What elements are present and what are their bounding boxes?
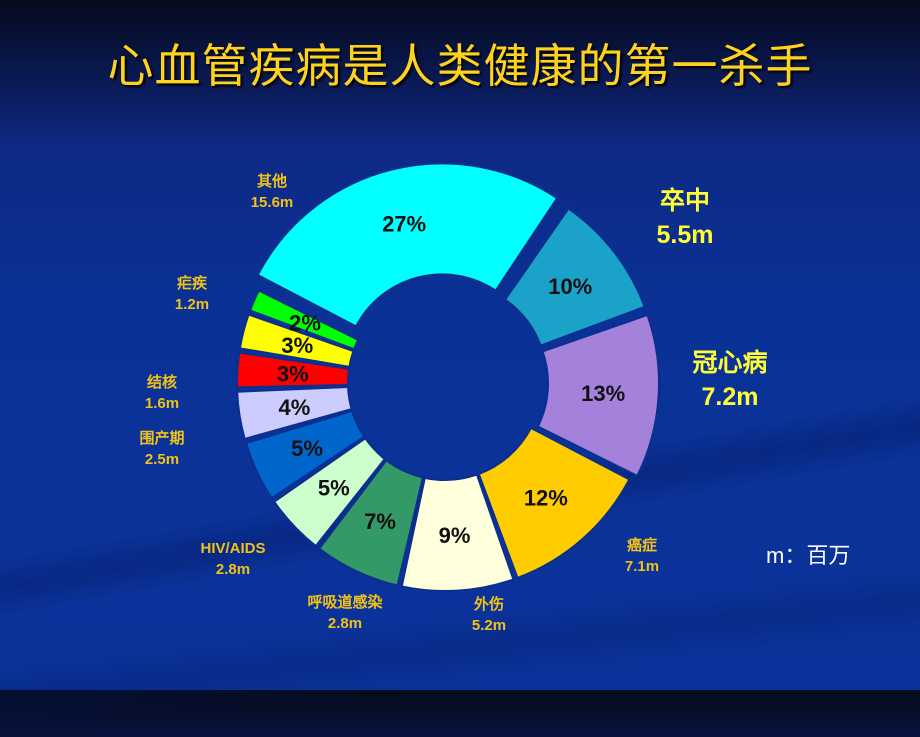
donut-slice: [236, 351, 351, 389]
label-value: 7.1m: [624, 558, 660, 575]
label-value: 1.6m: [144, 395, 180, 412]
label-name: 卒中: [659, 187, 710, 215]
slice-percent-label: 4%: [278, 395, 310, 420]
label-value: 2.5m: [144, 451, 180, 468]
donut-slice: [238, 313, 355, 368]
slice-percent-label: 13%: [581, 381, 625, 406]
label-name: 疟疾: [176, 275, 207, 292]
slice-percent-label: 10%: [548, 274, 592, 299]
label-value: 5.2m: [471, 617, 507, 634]
slice-percent-label: 5%: [291, 436, 323, 461]
label-qita: 其他 15.6m: [232, 171, 312, 213]
label-name: 癌症: [626, 537, 657, 554]
label-aizheng: 癌症 7.1m: [602, 535, 682, 577]
unit-note: m：百万: [766, 543, 851, 568]
donut-slice: [503, 207, 646, 347]
slide-title: 心血管疾病是人类健康的第一杀手: [107, 39, 813, 93]
label-name: 围产期: [139, 430, 185, 447]
donut-slice: [272, 436, 387, 548]
label-waishang: 外伤 5.2m: [449, 594, 529, 636]
label-huxi: 呼吸道感染 2.8m: [290, 592, 400, 634]
label-name: 冠心病: [692, 349, 768, 377]
donut-chart: 27%10%13%12%9%7%5%5%4%3%3%2%: [236, 162, 660, 592]
label-name: 结核: [146, 374, 177, 391]
label-value: 7.2m: [701, 383, 759, 411]
label-value: 2.8m: [215, 561, 251, 578]
donut-slice: [317, 458, 425, 587]
label-weichan: 围产期 2.5m: [126, 428, 198, 470]
slice-percent-label: 7%: [364, 509, 396, 534]
slice-percent-label: 5%: [318, 475, 350, 500]
label-guanxin: 冠心病 7.2m: [670, 346, 790, 414]
donut-slice: [236, 386, 353, 441]
label-name: 外伤: [473, 596, 504, 613]
donut-slice: [244, 409, 366, 500]
donut-slice: [536, 313, 660, 478]
donut-slice: [256, 162, 559, 328]
label-name: 呼吸道感染: [307, 594, 383, 611]
slice-percent-label: 12%: [524, 485, 568, 510]
donut-slice: [477, 426, 631, 580]
label-name: HIV/AIDS: [200, 540, 266, 557]
label-hiv: HIV/AIDS 2.8m: [188, 538, 278, 580]
label-nueji: 疟疾 1.2m: [156, 273, 228, 315]
slice-percent-label: 27%: [382, 212, 426, 237]
slice-percent-label: 3%: [277, 361, 309, 386]
label-value: 15.6m: [250, 194, 294, 211]
donut-slice: [248, 289, 360, 351]
donut-slice: [400, 473, 515, 592]
label-zuzhong: 卒中 5.5m: [635, 184, 735, 252]
label-value: 2.8m: [327, 615, 363, 632]
label-value: 5.5m: [656, 221, 714, 249]
slice-percent-label: 9%: [439, 523, 471, 548]
label-value: 1.2m: [174, 296, 210, 313]
slice-percent-label: 3%: [281, 333, 313, 358]
label-jiehe: 结核 1.6m: [126, 372, 198, 414]
slice-percent-label: 2%: [289, 310, 321, 335]
label-name: 其他: [256, 173, 287, 190]
